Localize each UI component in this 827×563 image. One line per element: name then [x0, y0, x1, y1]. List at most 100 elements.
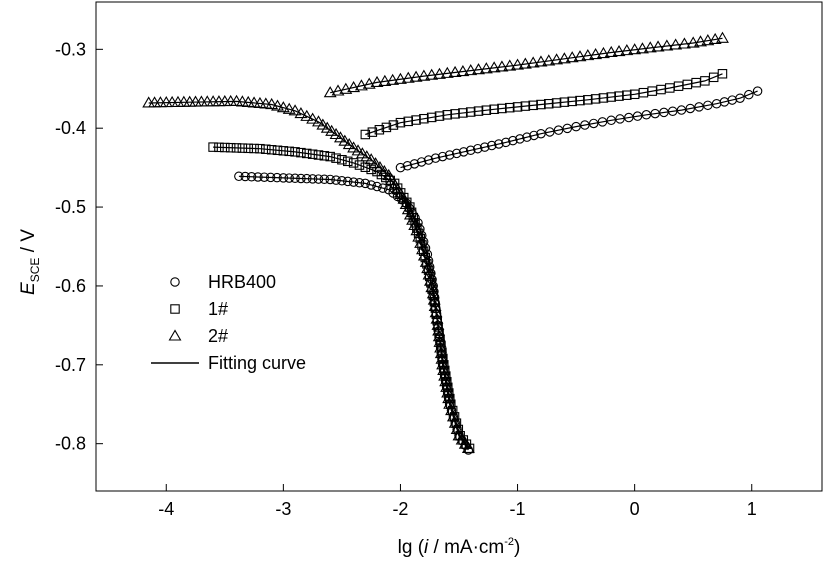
data-point-triangle	[534, 55, 548, 67]
data-point-triangle	[439, 375, 453, 387]
data-point-square	[583, 95, 593, 105]
data-point-square	[465, 107, 476, 117]
data-point-circle	[325, 174, 335, 185]
legend-marker-square	[170, 304, 180, 314]
data-point-triangle	[434, 346, 448, 359]
data-point-square	[354, 160, 365, 170]
data-point-triangle	[701, 34, 715, 46]
data-point-square	[278, 146, 289, 156]
data-point-square	[419, 113, 429, 124]
data-point-circle	[451, 148, 462, 159]
x-axis-title: lg (i / mA·cm-2)	[398, 536, 521, 558]
data-point-square	[395, 117, 406, 128]
data-point-square	[307, 149, 318, 159]
y-tick-label: -0.5	[55, 197, 86, 217]
data-point-triangle	[331, 84, 345, 96]
x-tick-label: -4	[158, 499, 174, 519]
x-tick-label: -3	[275, 499, 291, 519]
data-point-square	[231, 143, 242, 153]
data-point-triangle	[194, 95, 208, 107]
data-point-triangle	[338, 134, 352, 146]
data-point-square	[551, 98, 562, 108]
data-point-circle	[302, 173, 312, 184]
data-point-triangle	[235, 95, 249, 107]
data-point-square	[319, 151, 330, 161]
data-point-circle	[372, 181, 382, 192]
data-point-square	[348, 158, 359, 168]
data-point-triangle	[364, 153, 378, 165]
fit-line-1-anodic	[365, 73, 723, 136]
data-point-triangle	[708, 32, 722, 45]
data-point-circle	[343, 176, 353, 187]
fit-line-0-cathodic	[238, 175, 469, 451]
data-point-triangle	[433, 67, 446, 79]
legend-marker-circle	[170, 277, 180, 287]
data-point-square	[302, 148, 312, 159]
data-point-triangle	[686, 36, 700, 48]
data-point-triangle	[430, 312, 444, 324]
data-point-square	[426, 112, 437, 123]
data-point-triangle	[142, 96, 156, 108]
data-point-circle	[284, 173, 294, 183]
data-point-triangle	[183, 95, 197, 107]
data-point-triangle	[432, 330, 446, 342]
data-point-triangle	[288, 104, 302, 116]
data-point-circle	[571, 121, 581, 132]
data-point-circle	[430, 153, 441, 163]
data-point-circle	[259, 172, 270, 182]
data-point-triangle	[241, 95, 255, 107]
plot-frame	[95, 1, 823, 492]
data-point-triangle	[312, 115, 325, 127]
data-point-circle	[234, 171, 244, 182]
data-point-square	[411, 115, 421, 125]
data-point-triangle	[635, 42, 649, 54]
data-point-triangle	[218, 94, 232, 107]
data-point-circle	[553, 125, 564, 135]
data-point-square	[374, 125, 385, 135]
data-point-triangle	[323, 86, 337, 98]
data-point-triangle	[212, 95, 226, 107]
legend-marker-triangle	[168, 329, 182, 341]
data-point-square	[360, 129, 371, 140]
data-point-triangle	[495, 60, 509, 72]
data-point-square	[512, 102, 523, 112]
data-point-triangle	[550, 53, 564, 65]
data-point-triangle	[362, 77, 376, 89]
data-point-circle	[685, 103, 696, 114]
data-point-triangle	[434, 341, 448, 353]
data-point-circle	[676, 105, 687, 115]
data-point-circle	[694, 102, 704, 112]
data-point-circle	[515, 134, 525, 144]
data-point-circle	[632, 111, 643, 121]
data-point-circle	[272, 172, 282, 183]
data-point-square	[403, 116, 414, 127]
data-point-triangle	[440, 66, 454, 78]
data-point-triangle	[378, 74, 392, 86]
data-point-square	[243, 143, 253, 154]
data-point-triangle	[354, 79, 368, 91]
data-point-circle	[307, 174, 318, 184]
data-point-triangle	[435, 352, 449, 364]
data-point-triangle	[694, 35, 707, 47]
data-point-circle	[278, 173, 289, 183]
data-point-triangle	[431, 318, 445, 330]
data-point-circle	[615, 114, 625, 124]
data-point-triangle	[265, 97, 279, 110]
data-point-square	[497, 103, 507, 114]
data-point-circle	[744, 89, 754, 100]
data-point-triangle	[448, 65, 462, 78]
data-point-circle	[313, 174, 324, 184]
data-point-circle	[331, 175, 341, 185]
data-point-triangle	[565, 51, 579, 63]
data-point-triangle	[369, 157, 383, 169]
data-point-circle	[337, 176, 347, 186]
data-point-triangle	[604, 45, 618, 58]
legend-label: 1#	[208, 299, 228, 319]
data-point-circle	[444, 150, 455, 160]
data-point-triangle	[628, 43, 642, 55]
legend-label: 2#	[208, 326, 228, 346]
data-point-square	[255, 143, 265, 154]
data-point-square	[272, 145, 283, 156]
data-point-circle	[296, 173, 306, 184]
